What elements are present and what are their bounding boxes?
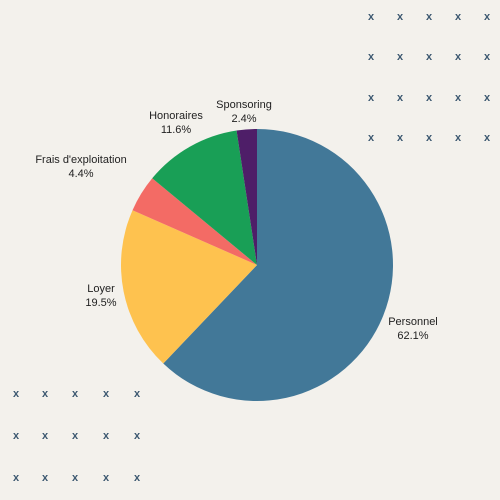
cross-mark: x (455, 11, 462, 23)
cross-mark: x (103, 388, 110, 400)
cross-mark: x (484, 92, 491, 104)
cross-mark: x (426, 92, 433, 104)
cross-mark: x (42, 472, 49, 484)
slice-label-value: 2.4% (231, 113, 256, 125)
cross-mark: x (426, 51, 433, 63)
cross-mark: x (397, 11, 404, 23)
cross-mark: x (426, 11, 433, 23)
cross-mark: x (13, 472, 20, 484)
slice-label-value: 62.1% (397, 330, 428, 342)
slice-label-name: Sponsoring (216, 99, 272, 111)
pie-slice-honoraires (152, 130, 257, 265)
cross-mark: x (368, 92, 375, 104)
cross-mark: x (42, 388, 49, 400)
pie-slices (121, 128, 394, 401)
cross-mark: x (484, 51, 491, 63)
cross-mark: x (134, 472, 141, 484)
cross-mark: x (368, 132, 375, 144)
cross-mark: x (134, 388, 141, 400)
cross-mark: x (397, 92, 404, 104)
slice-labels: Personnel 62.1% Loyer 19.5% Frais d'exploita… (35, 99, 437, 342)
cross-mark: x (72, 430, 79, 442)
slice-label-value: 19.5% (85, 297, 116, 309)
cross-mark: x (484, 11, 491, 23)
cross-mark: x (13, 430, 20, 442)
pie-slice-personnel (163, 129, 394, 401)
cross-mark: x (426, 132, 433, 144)
cross-mark: x (13, 388, 20, 400)
cross-mark: x (455, 92, 462, 104)
cross-mark: x (397, 51, 404, 63)
slice-label-name: Personnel (388, 316, 438, 328)
decorative-cross-pattern: x x x x x x x x x x x x x x x x x x x x x x x x x x x x x x x x x x x (13, 11, 491, 484)
pie-slice-loyer (121, 210, 257, 364)
cross-mark: x (72, 472, 79, 484)
slice-label-value: 11.6% (161, 124, 192, 136)
slice-label-name: Frais d'exploitation (35, 154, 126, 166)
cross-mark: x (397, 132, 404, 144)
slice-label-name: Loyer (87, 283, 115, 295)
cross-mark: x (368, 51, 375, 63)
slice-label-name: Honoraires (149, 110, 203, 122)
cross-mark: x (103, 472, 110, 484)
pie-slice-frais-d-exploitation (132, 178, 257, 265)
cross-mark: x (103, 430, 110, 442)
cross-mark: x (368, 11, 375, 23)
cross-mark: x (484, 132, 491, 144)
cross-mark: x (134, 430, 141, 442)
cross-mark: x (72, 388, 79, 400)
cross-mark: x (455, 132, 462, 144)
pie-slice-sponsoring (236, 128, 257, 265)
cross-mark: x (455, 51, 462, 63)
slice-label-value: 4.4% (68, 168, 93, 180)
cross-mark: x (42, 430, 49, 442)
